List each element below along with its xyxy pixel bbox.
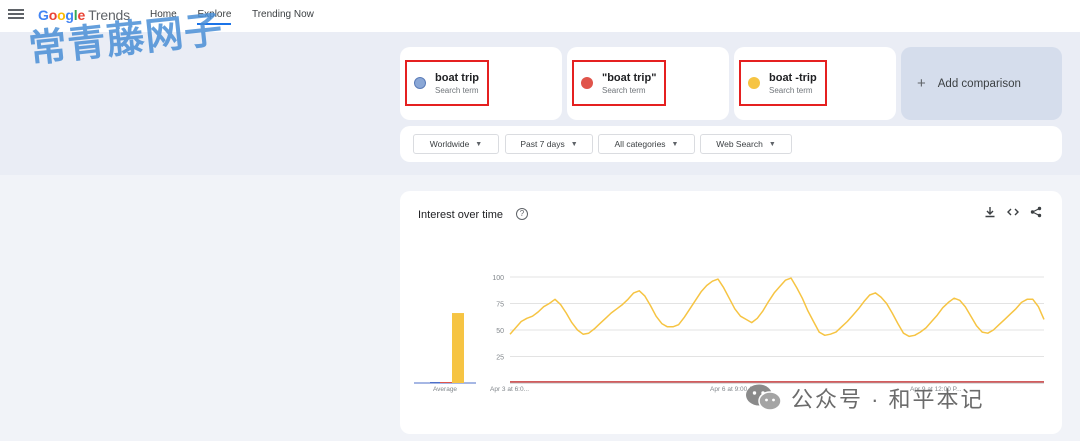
term-sublabel: Search term (435, 85, 479, 95)
caret-down-icon: ▼ (671, 140, 679, 148)
term-card-2[interactable]: "boat trip" Search term (567, 47, 729, 120)
region-value: Worldwide (429, 139, 470, 149)
average-label: Average (433, 386, 457, 393)
embed-code-icon[interactable] (1006, 206, 1020, 220)
term-highlight-box[interactable]: boat trip Search term (405, 60, 489, 106)
plus-icon: + (917, 75, 926, 92)
category-value: All categories (614, 139, 666, 149)
nav-explore[interactable]: Explore (197, 9, 232, 25)
logo-letter: o (48, 7, 58, 23)
filter-bar: Worldwide ▼ Past 7 days ▼ All categories ▼ … (400, 126, 1062, 162)
average-bar (440, 382, 452, 383)
term-highlight-box[interactable]: boat -trip Search term (739, 60, 827, 106)
help-icon[interactable]: ? (516, 208, 528, 220)
x-tick-label: Apr 3 at 6:0... (490, 386, 529, 393)
logo-trends-text: Trends (88, 7, 130, 23)
logo-letter: l (73, 7, 78, 23)
add-comparison-label: Add comparison (937, 77, 1021, 90)
wechat-icon (746, 384, 782, 411)
caret-down-icon: ▼ (768, 140, 776, 148)
series-color-dot-icon (414, 77, 426, 89)
x-tick-label: Apr 6 at 9:00 AM (710, 386, 758, 393)
y-tick-label: 50 (496, 328, 504, 335)
term-sublabel: Search term (602, 85, 646, 95)
y-tick-label: 100 (492, 275, 504, 282)
x-tick-label: Apr 9 at 12:00 P... (910, 386, 962, 393)
series-line (509, 277, 1045, 338)
region-dropdown[interactable]: Worldwide ▼ (413, 134, 499, 154)
category-dropdown[interactable]: All categories ▼ (598, 134, 695, 154)
logo-letter: e (77, 7, 86, 23)
average-bar (452, 313, 464, 383)
term-label: boat trip (435, 71, 479, 84)
term-text: boat trip Search term (435, 72, 479, 95)
term-label: "boat trip" (602, 71, 657, 84)
logo-letter: o (57, 7, 66, 23)
term-card-3[interactable]: boat -trip Search term (734, 47, 896, 120)
term-text: boat -trip Search term (769, 72, 817, 95)
term-label: boat -trip (769, 71, 817, 84)
interest-over-time-card: Interest over time ? 100 75 50 25 Apr 3 at 6… (400, 191, 1062, 434)
logo-letter: g (65, 7, 74, 23)
add-comparison-button[interactable]: + Add comparison (901, 47, 1062, 120)
time-range-value: Past 7 days (520, 139, 565, 149)
top-nav: Home Explore Trending Now (150, 9, 332, 25)
caret-down-icon: ▼ (475, 140, 483, 148)
series-color-dot-icon (581, 77, 593, 89)
hamburger-menu-icon[interactable] (8, 7, 24, 23)
y-tick-label: 75 (496, 302, 504, 309)
top-app-bar: Google Trends Home Explore Trending Now (0, 0, 1080, 32)
time-range-dropdown[interactable]: Past 7 days ▼ (505, 134, 593, 154)
chart-title: Interest over time (418, 209, 503, 221)
search-type-value: Web Search (716, 139, 763, 149)
watermark-bottom: 公众号 · 和平本记 (745, 382, 985, 414)
download-icon[interactable] (983, 206, 997, 220)
term-text: "boat trip" Search term (602, 72, 656, 95)
term-sublabel: Search term (769, 85, 813, 95)
watermark-bottom-text: 公众号 · 和平本记 (791, 387, 985, 412)
nav-trending-now[interactable]: Trending Now (251, 9, 314, 20)
share-icon[interactable] (1029, 206, 1043, 220)
series-color-dot-icon (748, 77, 760, 89)
interest-over-time-chart: 100 75 50 25 Apr 3 at 6:0... Apr 6 at 9:00 AM… (414, 275, 1045, 393)
caret-down-icon: ▼ (570, 140, 578, 148)
nav-home[interactable]: Home (150, 9, 177, 20)
term-highlight-box[interactable]: "boat trip" Search term (572, 60, 667, 106)
term-card-1[interactable]: boat trip Search term (400, 47, 562, 120)
search-type-dropdown[interactable]: Web Search ▼ (700, 134, 792, 154)
google-trends-logo[interactable]: Google Trends (38, 7, 130, 23)
average-bar (430, 382, 442, 383)
logo-letter: G (38, 7, 49, 23)
y-tick-label: 25 (496, 355, 504, 362)
